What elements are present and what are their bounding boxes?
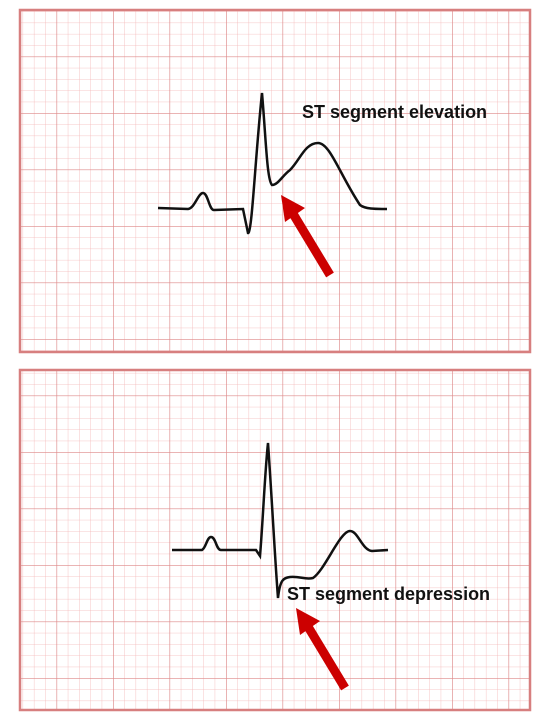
ecg-trace <box>172 442 389 599</box>
panel-label: ST segment elevation <box>302 102 487 122</box>
panel-label: ST segment depression <box>287 584 490 604</box>
arrow-head <box>296 608 320 635</box>
panel-depression: ST segment depression <box>18 368 532 712</box>
arrow-shaft <box>288 209 334 278</box>
ecg-grid <box>18 8 532 354</box>
arrow-head <box>281 195 305 222</box>
ecg-trace <box>157 92 388 235</box>
panel-elevation: ST segment elevation <box>18 8 532 354</box>
arrow-shaft <box>303 622 349 691</box>
